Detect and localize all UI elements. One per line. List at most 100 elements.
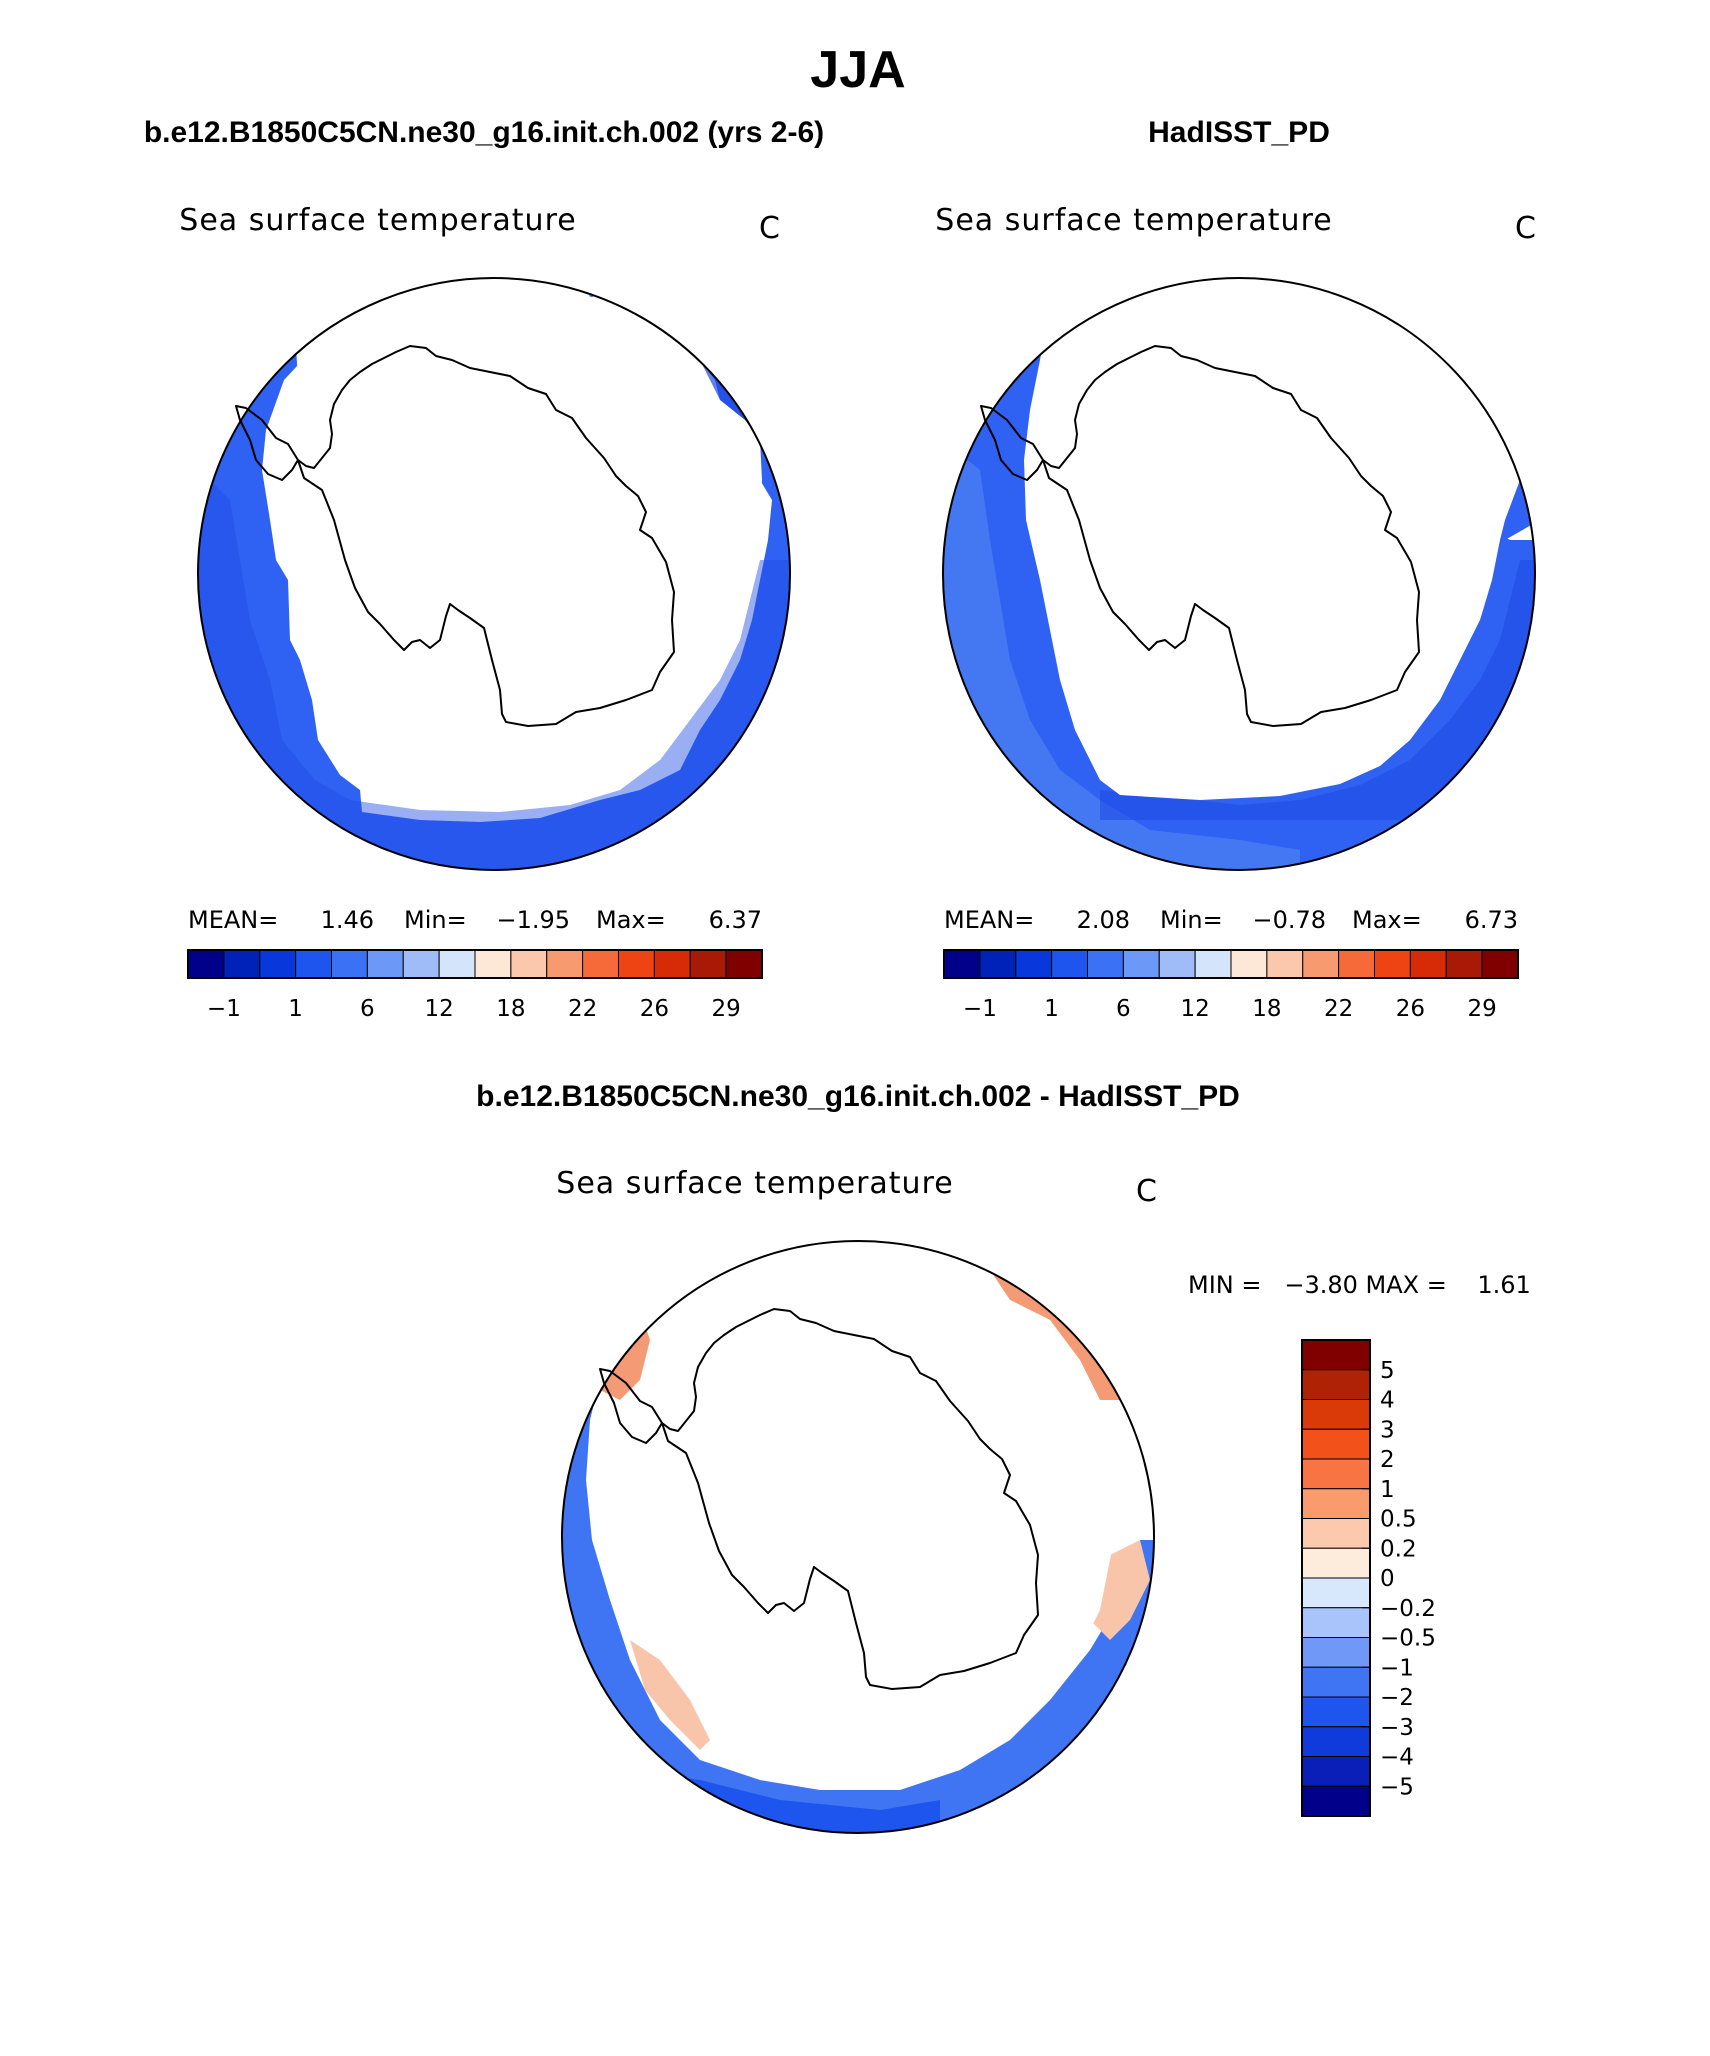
- right-map-units: C: [1515, 211, 1537, 246]
- right-map-border: [942, 277, 1536, 871]
- left-colorbar-box: [187, 949, 225, 979]
- right-colorbar-box: [1445, 949, 1483, 979]
- right-mean-label: MEAN=: [944, 906, 1034, 934]
- right-colorbar-box: [1266, 949, 1304, 979]
- diff-colorbar-tick-label: 0: [1380, 1566, 1395, 1592]
- left-colorbar-tick-label: −1: [207, 996, 241, 1022]
- diff-colorbar-box: [1301, 1488, 1371, 1519]
- diff-peninsula: [599, 1368, 663, 1444]
- diff-colorbar-tick-label: −2: [1380, 1685, 1414, 1711]
- diff-colorbar-box: [1301, 1696, 1371, 1728]
- diff-colorbar-tick-label: 1: [1380, 1477, 1395, 1503]
- diff-colorbar-tick-label: −3: [1380, 1715, 1414, 1741]
- right-map-panel: Sea surface temperature C MEAN= 2.08 Min…: [935, 203, 1537, 1022]
- right-stats: MEAN= 2.08 Min= −0.78 Max= 6.73: [944, 906, 1518, 934]
- figure-title: JJA: [810, 41, 905, 99]
- right-colorbar-tick-label: 12: [1180, 996, 1209, 1022]
- left-colorbar-box: [689, 949, 727, 979]
- left-ice-mask: [296, 282, 762, 808]
- left-colorbar-box: [546, 949, 584, 979]
- diff-colorbar-tick-label: 3: [1380, 1417, 1395, 1443]
- diff-colorbar-box: [1301, 1399, 1371, 1430]
- left-colorbar-tick-label: 22: [568, 996, 597, 1022]
- right-colorbar-tick-label: 1: [1044, 996, 1059, 1022]
- diff-colorbar-box: [1301, 1785, 1371, 1817]
- left-colorbar-tick-label: 12: [424, 996, 453, 1022]
- left-colorbar-tick-label: 26: [640, 996, 669, 1022]
- left-min-label: Min=: [404, 906, 467, 934]
- right-panel-heading: HadISST_PD: [1148, 116, 1330, 149]
- right-antarctica-coastline: [1042, 345, 1420, 727]
- right-colorbar-tick-label: 18: [1252, 996, 1281, 1022]
- diff-colorbar-box: [1301, 1726, 1371, 1757]
- left-colorbar-tick-label: 29: [711, 996, 740, 1022]
- left-colorbar-box: [223, 949, 261, 979]
- right-colorbar-tick-label: 26: [1396, 996, 1425, 1022]
- right-colorbar-box: [1015, 949, 1053, 979]
- diff-colorbar-tick-label: 5: [1380, 1358, 1395, 1384]
- left-colorbar-frame: [187, 949, 763, 979]
- left-colorbar-box: [438, 949, 476, 979]
- diff-colorbar-box: [1301, 1547, 1371, 1579]
- right-max-value: 6.73: [1465, 906, 1518, 934]
- diff-colorbar-box: [1301, 1756, 1371, 1787]
- diff-colorbar-tick-label: 4: [1380, 1388, 1395, 1414]
- right-colorbar-tick-label: −1: [963, 996, 997, 1022]
- left-stats: MEAN= 1.46 Min= −1.95 Max= 6.37: [188, 906, 762, 934]
- diff-warm-west: [630, 1640, 710, 1750]
- diff-panel-heading: b.e12.B1850C5CN.ne30_g16.init.ch.002 - H…: [476, 1080, 1240, 1113]
- diff-colorbar-tick-label: −1: [1380, 1655, 1414, 1681]
- left-colorbar-tick-label: 6: [360, 996, 375, 1022]
- diff-colorbar-box: [1301, 1428, 1371, 1460]
- left-min-value: −1.95: [496, 906, 570, 934]
- right-colorbar-box: [1374, 949, 1411, 979]
- left-map-units: C: [759, 211, 781, 246]
- left-max-value: 6.37: [709, 906, 762, 934]
- left-mean-label: MEAN=: [188, 906, 278, 934]
- left-colorbar-box: [402, 949, 440, 979]
- diff-map-field: [562, 1241, 1154, 1833]
- left-map-border: [197, 277, 791, 871]
- right-ocean-southdeep: [1100, 560, 1535, 820]
- left-max-label: Max=: [596, 906, 666, 934]
- right-colorbar-frame: [943, 949, 1519, 979]
- right-map-field: [943, 278, 1535, 870]
- left-colorbar-tick-label: 18: [496, 996, 525, 1022]
- diff-warm-northeast: [990, 1270, 1120, 1400]
- right-colorbar-box: [1302, 949, 1340, 979]
- left-peninsula: [235, 405, 299, 481]
- right-colorbar: [943, 949, 1519, 979]
- right-colorbar-box: [1087, 949, 1124, 979]
- left-map-title: Sea surface temperature: [179, 203, 576, 238]
- right-colorbar-box: [1338, 949, 1375, 979]
- diff-colorbar-box: [1301, 1369, 1371, 1400]
- left-colorbar-box: [474, 949, 512, 979]
- left-colorbar-box: [653, 949, 691, 979]
- diff-colorbar-box: [1301, 1666, 1371, 1698]
- right-mean-value: 2.08: [1077, 906, 1130, 934]
- right-colorbar-box: [1230, 949, 1268, 979]
- left-map-field: [198, 278, 790, 870]
- left-colorbar-box: [725, 949, 763, 979]
- left-antarctica-coastline: [297, 345, 675, 727]
- diff-colorbar-box: [1301, 1577, 1371, 1609]
- diff-colorbar: [1301, 1339, 1371, 1817]
- left-map-panel: Sea surface temperature C MEAN= 1.46 Min…: [179, 203, 791, 1022]
- diff-colorbar-box: [1301, 1339, 1371, 1371]
- diff-colorbar-box: [1301, 1607, 1371, 1638]
- diff-minmax: MIN = −3.80 MAX = 1.61: [1188, 1271, 1531, 1299]
- right-max-label: Max=: [1352, 906, 1422, 934]
- left-ocean-outer: [198, 470, 790, 870]
- right-colorbar-box: [1051, 949, 1088, 979]
- left-panel-heading: b.e12.B1850C5CN.ne30_g16.init.ch.002 (yr…: [144, 116, 824, 149]
- diff-antarctica-coastline: [661, 1308, 1039, 1690]
- right-colorbar-box: [1158, 949, 1196, 979]
- right-min-label: Min=: [1160, 906, 1223, 934]
- diff-map-title: Sea surface temperature: [556, 1166, 953, 1201]
- left-colorbar-box: [259, 949, 297, 979]
- left-colorbar-ticks: −1 1 6 12 18 22 26 29: [207, 996, 741, 1022]
- diff-ice-mask: [640, 1270, 1120, 1760]
- diff-map-panel: Sea surface temperature C MIN = −3.80 MA…: [556, 1166, 1531, 1834]
- diff-colorbar-tick-label: 2: [1380, 1447, 1395, 1473]
- left-colorbar-box: [295, 949, 332, 979]
